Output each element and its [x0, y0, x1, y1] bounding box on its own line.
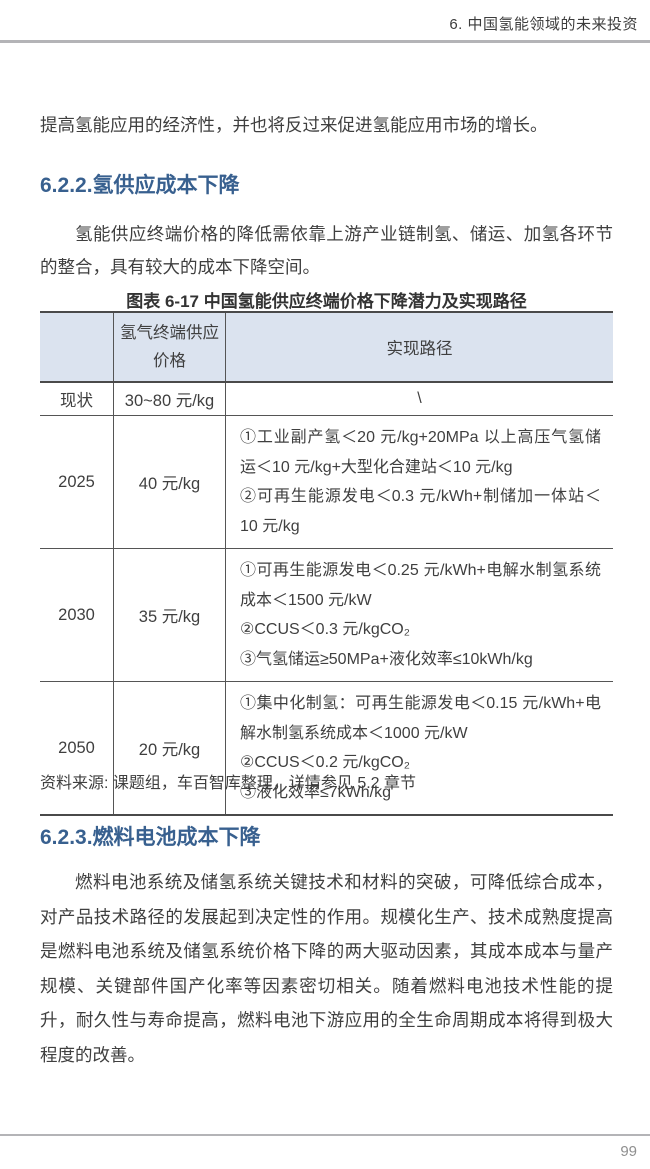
- path-cell: ①可再生能源发电＜0.25 元/kWh+电解水制氢系统成本＜1500 元/kW …: [225, 549, 613, 681]
- table-row-2050: 2050 20 元/kg ①集中化制氢：可再生能源发电＜0.15 元/kWh+电…: [40, 681, 613, 814]
- table-6-17: 氢气终端供应 价格 实现路径 现状 30~80 元/kg \ 2025 40 元…: [40, 311, 613, 816]
- header-rule: [0, 40, 650, 43]
- price-cell: 35 元/kg: [113, 549, 225, 681]
- price-cell: 20 元/kg: [113, 682, 225, 814]
- page-number: 99: [620, 1143, 637, 1160]
- table-header-row: 氢气终端供应 价格 实现路径: [40, 313, 613, 383]
- path-cell: ①集中化制氢：可再生能源发电＜0.15 元/kWh+电解水制氢系统成本＜1000…: [225, 682, 613, 814]
- path-cell: ①工业副产氢＜20 元/kg+20MPa 以上高压气氢储运＜10 元/kg+大型…: [225, 416, 613, 548]
- table-source-note: 资料来源: 课题组，车百智库整理，详情参见 5.2 章节: [40, 775, 417, 792]
- footer-rule: [0, 1134, 650, 1136]
- path-item: ②可再生能源发电＜0.3 元/kWh+制储加一体站＜10 元/kg: [240, 488, 601, 535]
- table-row-current: 现状 30~80 元/kg \: [40, 383, 613, 415]
- section-623-paragraph: 燃料电池系统及储氢系统关键技术和材料的突破，可降低综合成本，对产品技术路径的发展…: [40, 872, 613, 1065]
- path-item: ②CCUS＜0.3 元/kgCO₂: [240, 621, 410, 638]
- stage-cell: 2030: [58, 605, 95, 624]
- table-row-2030: 2030 35 元/kg ①可再生能源发电＜0.25 元/kWh+电解水制氢系统…: [40, 548, 613, 681]
- price-cell: 30~80 元/kg: [113, 383, 225, 415]
- table-row-2025: 2025 40 元/kg ①工业副产氢＜20 元/kg+20MPa 以上高压气氢…: [40, 415, 613, 548]
- price-cell: 40 元/kg: [113, 416, 225, 548]
- path-item: ①集中化制氢：可再生能源发电＜0.15 元/kWh+电解水制氢系统成本＜1000…: [240, 695, 601, 742]
- path-item: ③液化效率≤7kWh/kg: [240, 783, 392, 801]
- path-item: ③气氢储运≥50MPa+液化效率≤10kWh/kg: [240, 650, 533, 668]
- path-item: ①可再生能源发电＜0.25 元/kWh+电解水制氢系统成本＜1500 元/kW: [240, 562, 601, 609]
- section-622-paragraph: 氢能供应终端价格的降低需依靠上游产业链制氢、储运、加氢各环节的整合，具有较大的成…: [40, 224, 613, 277]
- table-header-path-cell: 实现路径: [225, 313, 613, 381]
- stage-cell: 2025: [58, 472, 95, 491]
- running-header: 6. 中国氢能领域的未来投资: [449, 16, 638, 33]
- table-header-price-line1: 氢气终端供应: [120, 324, 219, 342]
- path-item: ②CCUS＜0.2 元/kgCO₂: [240, 754, 410, 771]
- section-heading-623: 6.2.3.燃料电池成本下降: [40, 826, 261, 849]
- path-cell: \: [225, 383, 613, 415]
- stage-cell: 2050: [58, 738, 95, 757]
- table-caption: 图表 6-17 中国氢能供应终端价格下降潜力及实现路径: [126, 292, 527, 311]
- table-header-price-line2: 价格: [153, 352, 186, 370]
- table-header-price-cell: 氢气终端供应 价格: [113, 313, 225, 381]
- intro-paragraph: 提高氢能应用的经济性，并也将反过来促进氢能应用市场的增长。: [40, 115, 548, 135]
- table-header-stage-cell: [40, 313, 113, 381]
- path-item: ①工业副产氢＜20 元/kg+20MPa 以上高压气氢储运＜10 元/kg+大型…: [240, 429, 601, 476]
- section-heading-622: 6.2.2.氢供应成本下降: [40, 174, 240, 197]
- stage-cell: 现状: [60, 392, 93, 410]
